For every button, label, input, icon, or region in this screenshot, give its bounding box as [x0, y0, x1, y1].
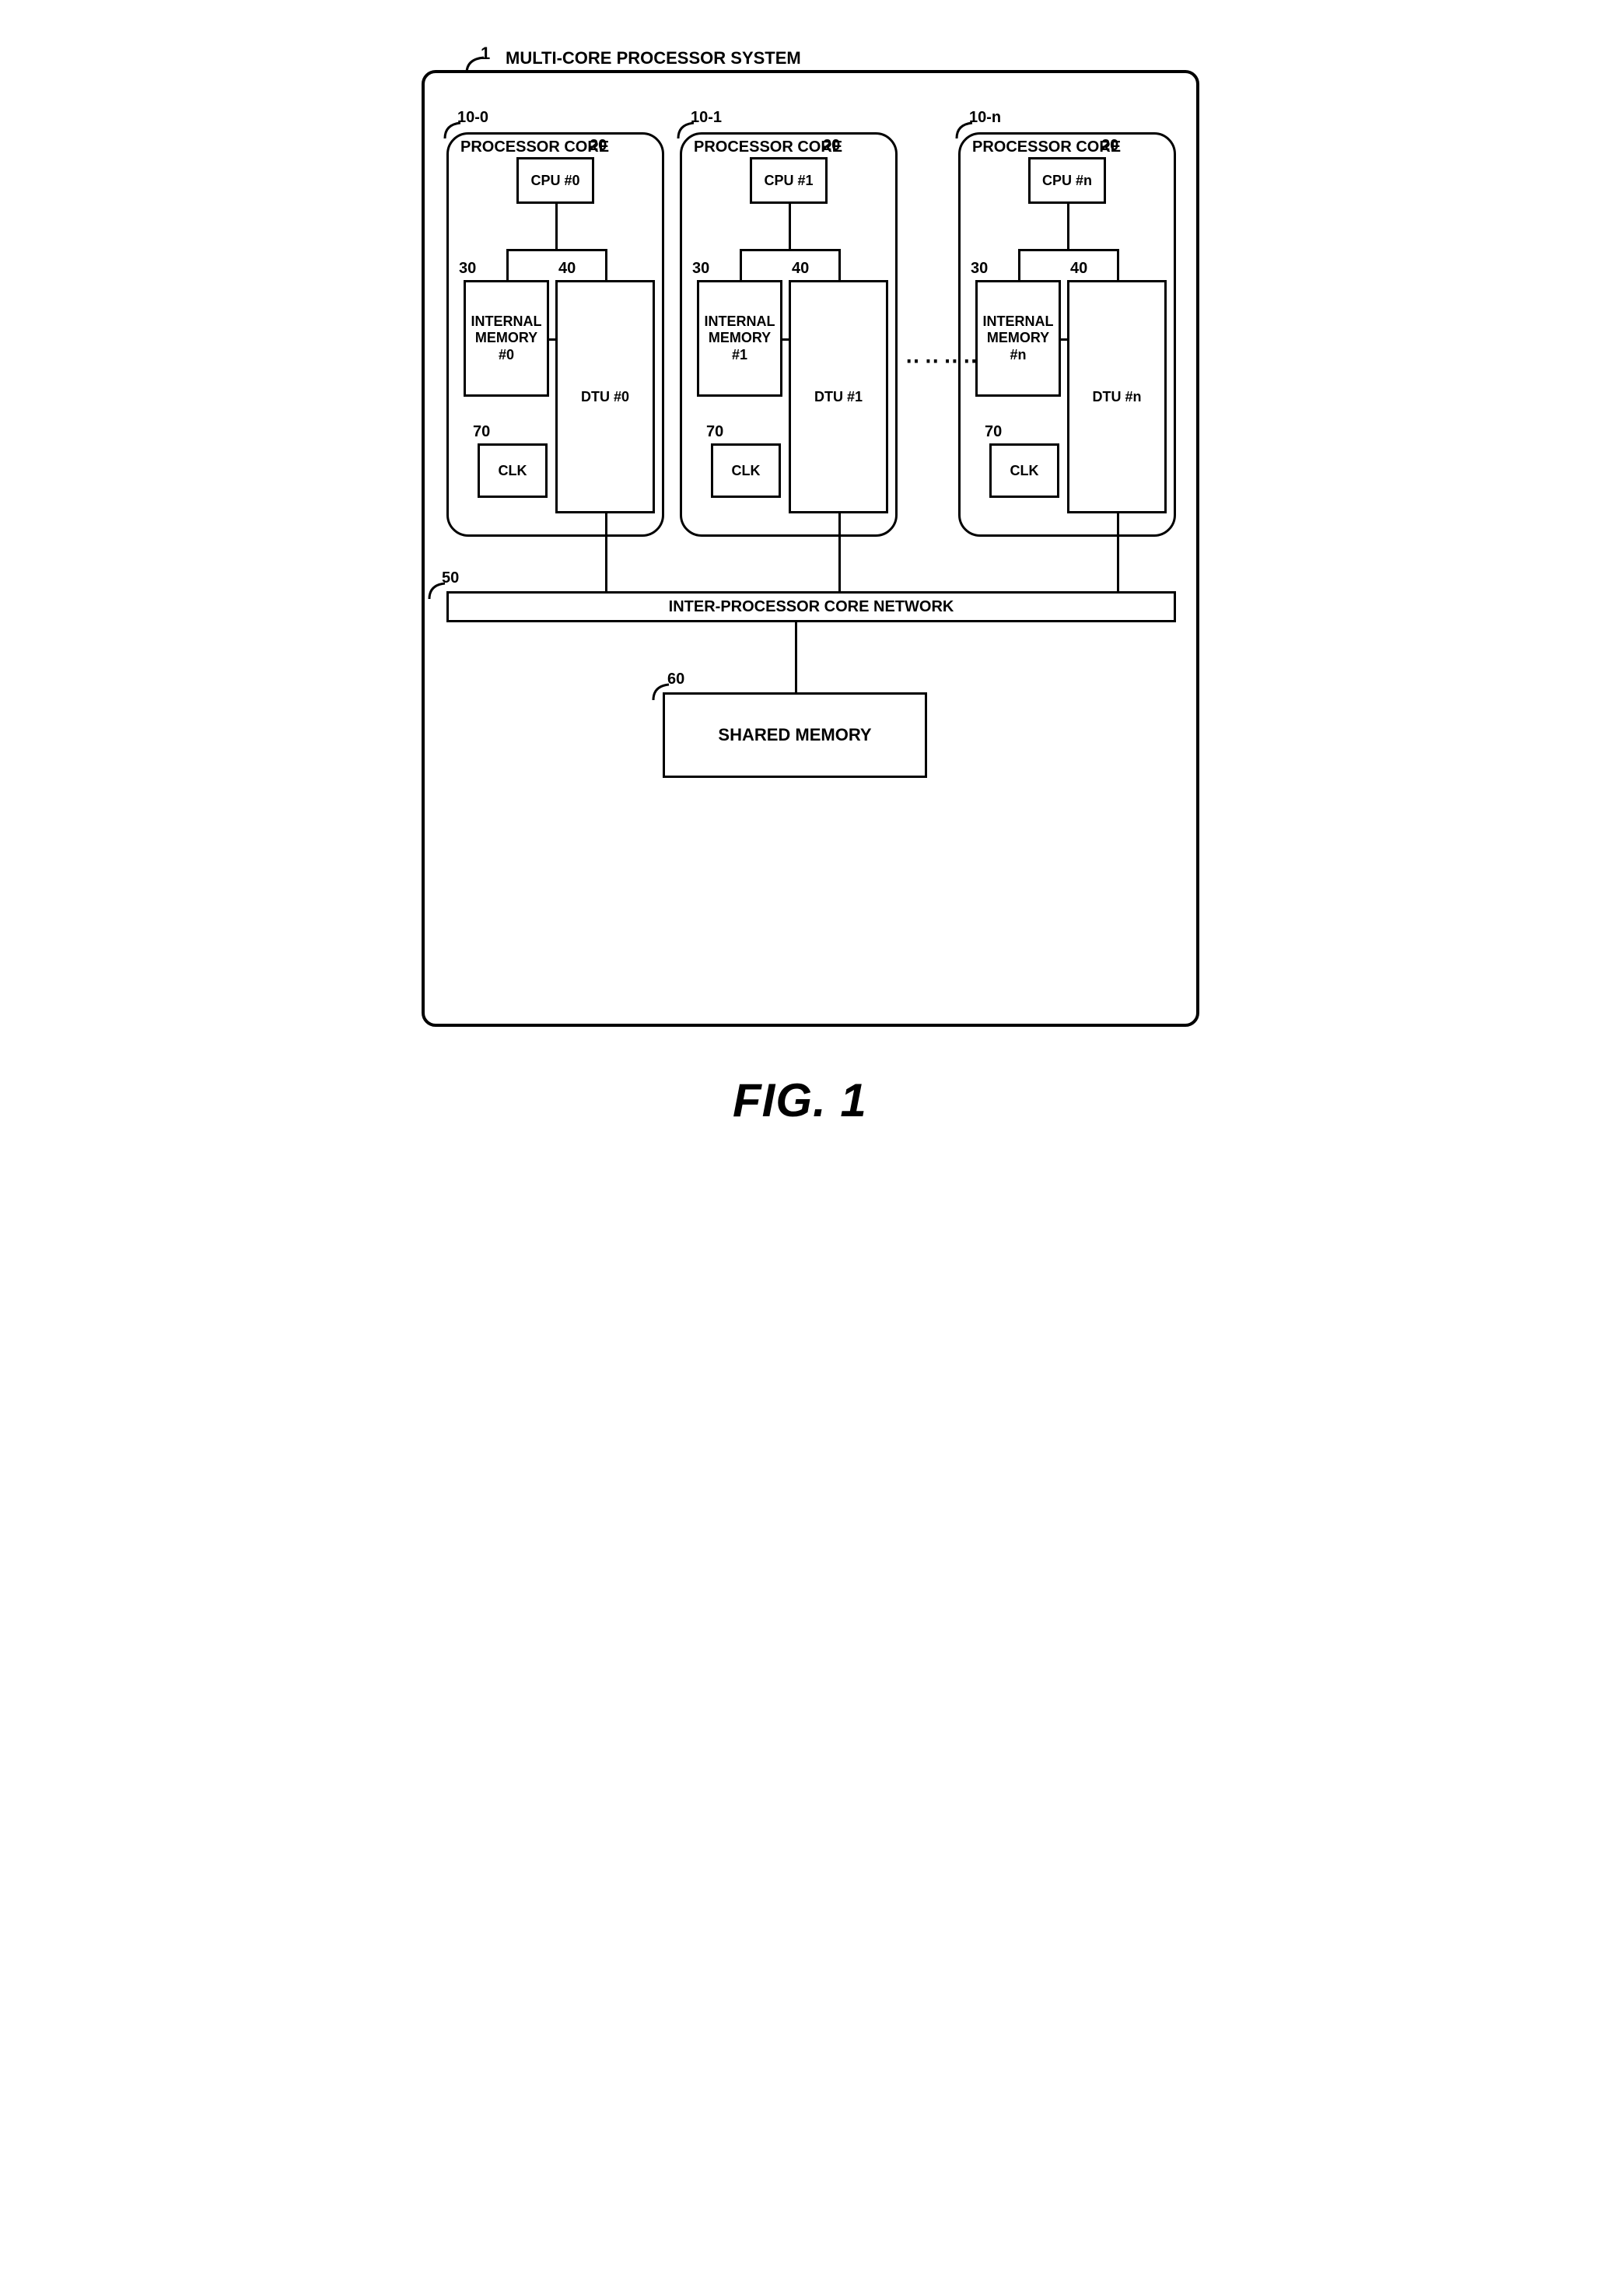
clk-ref: 70 — [985, 423, 1002, 441]
core-title: PROCESSOR CORE — [972, 138, 1121, 156]
internal-memory-block: INTERNALMEMORY#0 — [464, 280, 549, 397]
dtu-ref: 40 — [1070, 260, 1087, 278]
internal-memory-block: INTERNALMEMORY#1 — [697, 280, 782, 397]
internal-memory-block: INTERNALMEMORY#n — [975, 280, 1061, 397]
ellipsis: ‥‥‥‥ — [905, 342, 982, 368]
mem-ref: 30 — [971, 260, 988, 278]
shared-memory: SHARED MEMORY — [663, 692, 927, 778]
core-title: PROCESSOR CORE — [694, 138, 842, 156]
system-title: MULTI-CORE PROCESSOR SYSTEM — [506, 48, 801, 68]
figure-caption: FIG. 1 — [733, 1073, 867, 1127]
cpu-ref: 20 — [1101, 137, 1118, 155]
dtu-block: DTU #n — [1067, 280, 1167, 513]
cpu-ref: 20 — [823, 137, 840, 155]
mem-ref: 30 — [692, 260, 709, 278]
dtu-block: DTU #1 — [789, 280, 888, 513]
clk-block: CLK — [989, 443, 1059, 498]
cpu-block: CPU #1 — [750, 157, 828, 204]
clk-ref: 70 — [706, 423, 723, 441]
dtu-ref: 40 — [792, 260, 809, 278]
clk-block: CLK — [478, 443, 548, 498]
cpu-block: CPU #0 — [516, 157, 594, 204]
core-title: PROCESSOR CORE — [460, 138, 609, 156]
dtu-ref: 40 — [558, 260, 576, 278]
clk-block: CLK — [711, 443, 781, 498]
clk-ref: 70 — [473, 423, 490, 441]
cpu-ref: 20 — [590, 137, 607, 155]
cpu-block: CPU #n — [1028, 157, 1106, 204]
network-bar: INTER-PROCESSOR CORE NETWORK — [446, 591, 1176, 622]
dtu-block: DTU #0 — [555, 280, 655, 513]
mem-ref: 30 — [459, 260, 476, 278]
